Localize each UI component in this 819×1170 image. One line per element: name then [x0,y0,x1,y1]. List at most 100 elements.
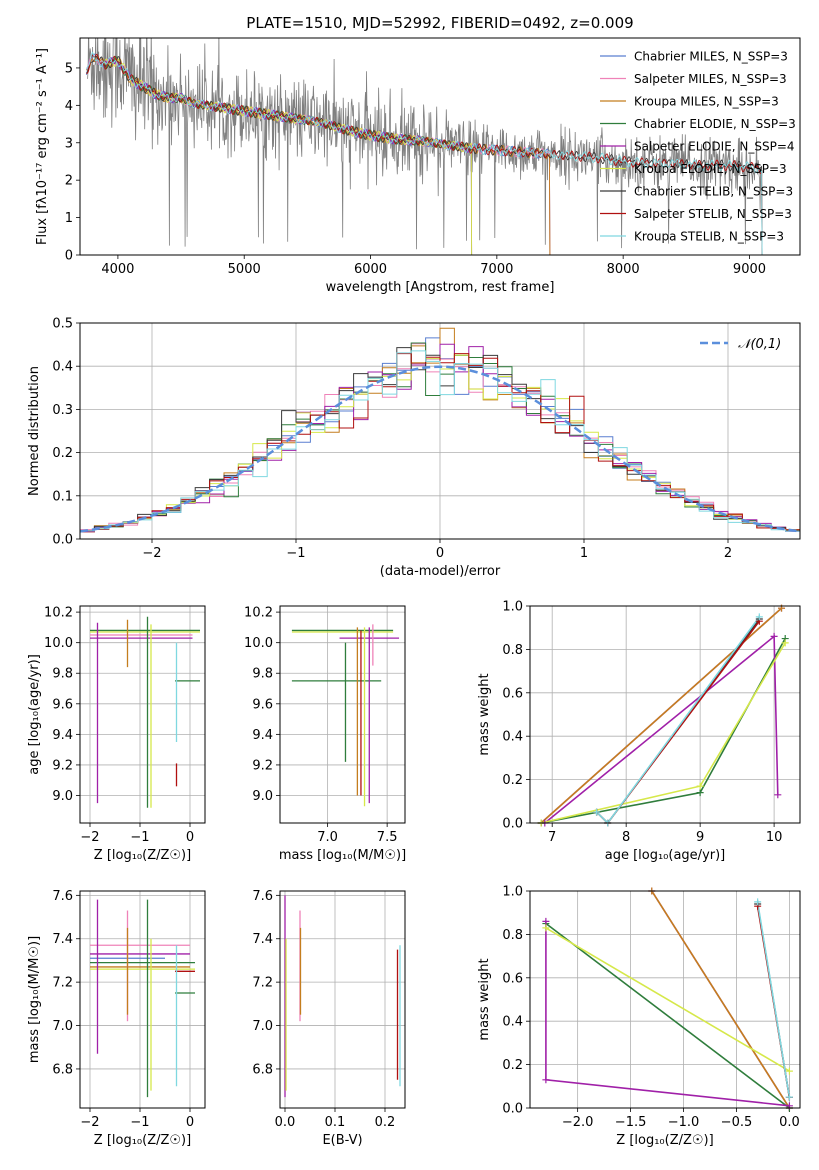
plot-area [90,899,195,1098]
y-tick-label: 0.1 [52,489,73,504]
plot-frame [279,605,406,824]
x-tick-label: 9000 [733,262,766,277]
y-tick-label: 0.0 [52,533,73,548]
x-tick-label: −2 [80,830,99,845]
legend-label-1: Salpeter MILES, N_SSP=3 [634,72,787,86]
y-tick-label: 7.2 [252,976,273,991]
age-vs-metallicity-panel: −2 −1 0 9.0 9.2 9.4 9.6 9.8 10.0 10.2 Z [log₁₀(Z/Z… [27,605,206,863]
y-tick-label: 7.0 [52,1019,73,1034]
x-tick-label: 1 [580,546,588,561]
x-tick-label: −1 [286,546,305,561]
y-tick-label: 0.3 [52,403,73,418]
x-axis-label: age [log₁₀(age/yr)] [605,848,726,863]
x-tick-label: −1 [130,1115,149,1130]
x-axis-label: E(B-V) [322,1133,362,1148]
model-line-7 [86,53,763,255]
x-tick-label: 8 [622,830,630,845]
y-tick-label: 7.4 [52,932,73,947]
legend-label-reference: 𝒩(0,1) [738,337,781,352]
x-tick-label: 9 [696,830,704,845]
x-tick-label: 0.1 [325,1115,346,1130]
plot-area [90,616,200,808]
residuals-panel: −2 −1 0 1 2 0.0 0.1 0.2 0.3 0.4 0.5 (data-model)/er… [27,317,801,579]
weight-marker-8-1 [785,1093,793,1101]
y-tick-label: 9.2 [252,758,273,773]
x-tick-label: 2 [724,546,732,561]
x-tick-label: 7000 [480,262,513,277]
weight-marker-8-2 [755,613,763,621]
plot-frame [529,890,801,1109]
y-tick-label: 0.4 [502,730,523,745]
x-tick-label: 0 [436,546,444,561]
y-tick-label: 1.0 [502,885,523,900]
weight-marker-8-0 [593,808,601,816]
y-tick-label: 9.6 [52,697,73,712]
age-vs-mass-panel: 7.0 7.5 9.0 9.2 9.4 9.6 9.8 10.0 10.2 mass [log₁₀… [244,605,406,863]
weight-marker-8-0 [754,898,762,906]
legend-label-0: Chabrier MILES, N_SSP=3 [634,50,788,64]
x-tick-label: 0 [186,830,194,845]
y-axis-label: Normed distribution [27,366,42,496]
plot-frame [279,890,406,1109]
y-tick-label: 9.6 [252,697,273,712]
y-tick-label: 10.2 [44,606,73,621]
x-tick-label: 0 [186,1115,194,1130]
plot-area [85,38,763,255]
legend-label-5: Kroupa ELODIE, N_SSP=3 [634,162,787,176]
x-tick-label: 7.5 [377,830,398,845]
y-tick-label: 1.0 [502,600,523,615]
x-tick-label: 0.0 [275,1115,296,1130]
mass-vs-metallicity-panel: −2 −1 0 6.8 7.0 7.2 7.4 7.6 Z [log₁₀(Z/Z☉)] mass … [27,889,206,1148]
y-tick-label: 9.4 [252,728,273,743]
plot-frame [79,605,206,824]
y-axis-label: mass weight [477,673,492,755]
y-tick-label: 4 [65,99,73,114]
y-tick-label: 3 [65,136,73,151]
legend-label-6: Chabrier STELIB, N_SSP=3 [634,185,793,199]
plot-frame [529,605,801,824]
y-tick-label: 0.2 [52,446,73,461]
x-axis-label: (data-model)/error [380,564,501,579]
y-tick-label: 0.6 [502,686,523,701]
weight-vs-metallicity-panel: −2.0 −1.5 −1.0 −0.5 0.0 0.0 0.2 0.4 0.6 0.8 1.0 Z [… [477,885,801,1148]
x-axis-label: wavelength [Angstrom, rest frame] [326,280,555,295]
y-tick-label: 0.8 [502,928,523,943]
y-tick-label: 7.6 [252,889,273,904]
y-tick-label: 10.2 [244,606,273,621]
y-tick-label: 9.0 [52,789,73,804]
mass-vs-ebv-panel: 0.0 0.1 0.2 6.8 7.0 7.2 7.4 7.6 E(B-V) [252,889,406,1148]
y-tick-label: 7.4 [252,932,273,947]
legend-label-3: Chabrier ELODIE, N_SSP=3 [634,117,796,131]
y-tick-label: 0.5 [52,317,73,332]
y-tick-label: 2 [65,174,73,189]
plot-area [284,895,401,1098]
y-tick-label: 7.6 [52,889,73,904]
y-tick-label: 0.8 [502,643,523,658]
plot-area [545,891,791,1108]
y-tick-label: 9.8 [52,667,73,682]
y-tick-label: 1 [65,211,73,226]
weight-marker-4-2 [774,791,782,799]
x-tick-label: −1.0 [668,1115,700,1130]
weight-marker-5-1 [696,782,704,790]
x-tick-label: −2 [80,1115,99,1130]
weight-line-8 [596,616,760,823]
x-axis-label: Z [log₁₀(Z/Z☉)] [616,1133,713,1148]
x-tick-label: 4000 [101,262,134,277]
plot-frame [79,322,801,540]
y-tick-label: 7.0 [252,1019,273,1034]
plot-area [80,327,800,533]
x-tick-label: −2 [142,546,161,561]
weight-marker-5-1 [785,1067,793,1075]
y-tick-label: 9.0 [252,789,273,804]
gaussian-reference-line [80,365,800,533]
plot-frame [79,890,206,1109]
x-tick-label: 0.0 [779,1115,800,1130]
x-tick-label: 7.0 [317,830,338,845]
x-tick-label: 7 [548,830,556,845]
weight-line-3 [545,922,790,1108]
plot-area [291,624,400,807]
y-axis-label: mass weight [477,958,492,1040]
spectrum-panel: 4000 5000 6000 7000 8000 9000 0 1 2 3 4 5 wavelength… [35,37,801,295]
weight-marker-4-1 [770,632,778,640]
